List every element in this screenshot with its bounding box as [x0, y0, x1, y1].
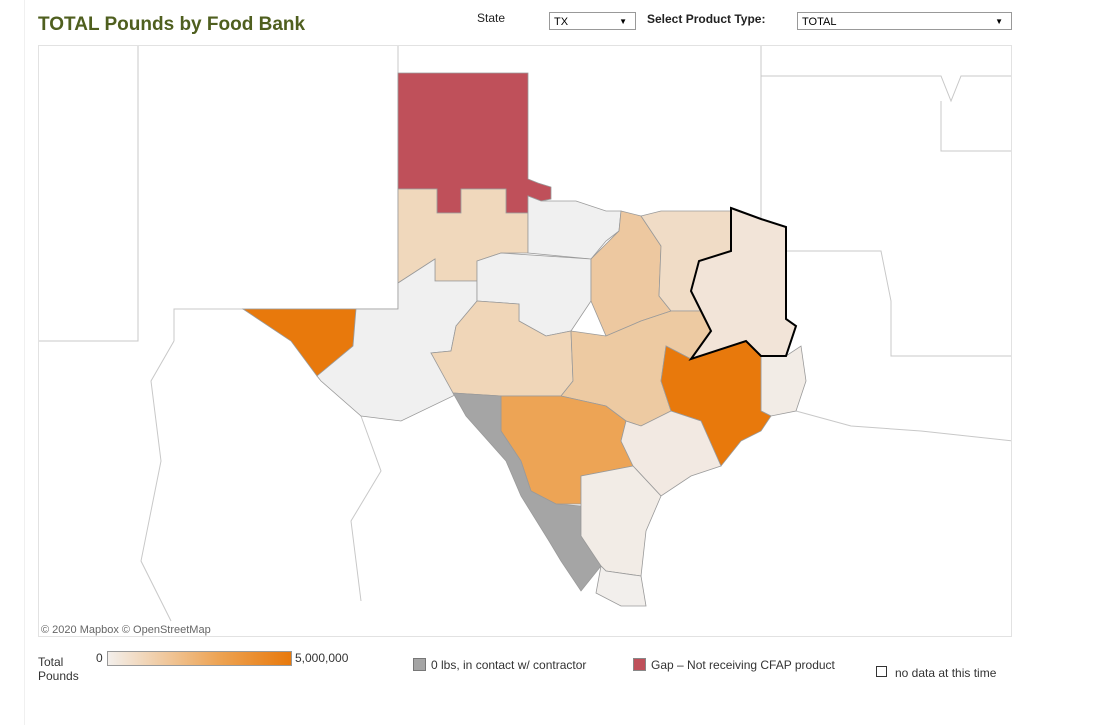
state-dropdown[interactable]: TX ▼ [549, 12, 636, 30]
product-type-dropdown[interactable]: TOTAL ▼ [797, 12, 1012, 30]
map[interactable] [38, 45, 1012, 637]
legend-title-line2: Pounds [38, 669, 79, 683]
scale-min: 0 [96, 651, 103, 665]
chevron-down-icon: ▼ [619, 17, 627, 26]
map-attribution: © 2020 Mapbox © OpenStreetMap [41, 624, 211, 636]
legend-title: Total Pounds [38, 655, 79, 683]
product-type-value: TOTAL [802, 16, 837, 28]
page-title: TOTAL Pounds by Food Bank [38, 14, 306, 35]
divider [24, 0, 25, 725]
state-value: TX [554, 16, 569, 28]
gray-legend-label: 0 lbs, in contact w/ contractor [431, 658, 587, 672]
gray-swatch [413, 658, 426, 671]
legend-title-line1: Total [38, 655, 64, 669]
region-east-texas[interactable] [688, 206, 798, 361]
gap-swatch [633, 658, 646, 671]
scale-max: 5,000,000 [295, 651, 349, 665]
map-svg [39, 46, 1011, 622]
food-bank-regions [241, 72, 807, 607]
product-type-label: Select Product Type: [647, 12, 766, 26]
gap-legend-label: Gap – Not receiving CFAP product [651, 658, 835, 672]
no-data-swatch [876, 666, 887, 677]
chevron-down-icon: ▼ [995, 17, 1003, 26]
region-victoria[interactable] [620, 410, 722, 497]
no-data-legend-label: no data at this time [895, 666, 997, 680]
state-label: State [477, 11, 506, 25]
region-rio-grande-valley[interactable] [595, 565, 647, 607]
color-scale-bar [107, 651, 292, 666]
